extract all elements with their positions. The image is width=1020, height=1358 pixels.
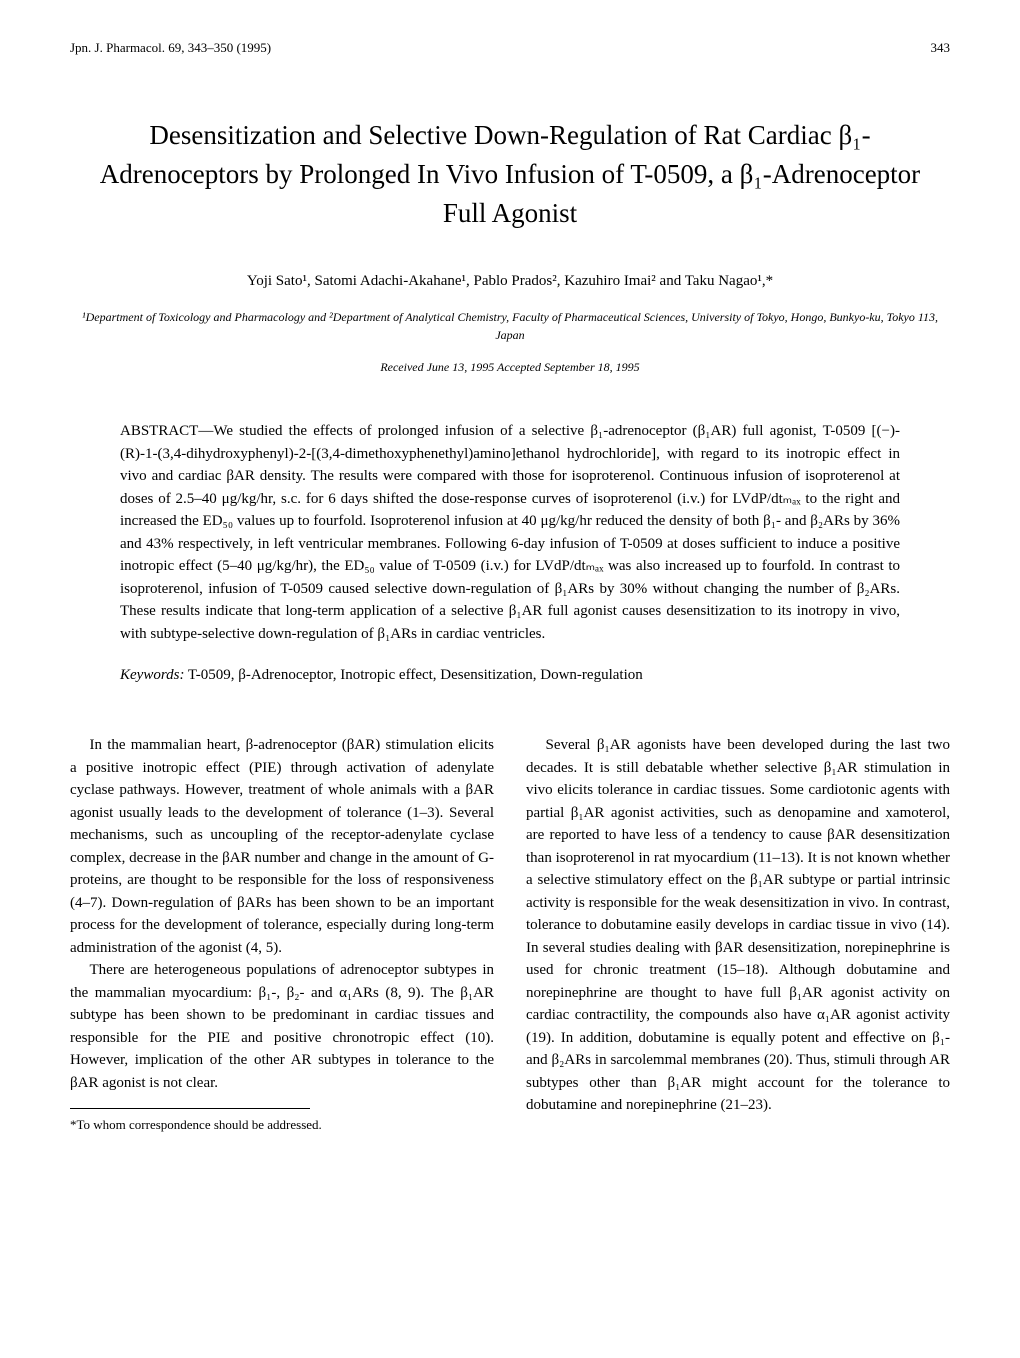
right-column: Several β₁AR agonists have been develope…	[526, 734, 950, 1135]
received-accepted-dates: Received June 13, 1995 Accepted Septembe…	[70, 360, 950, 375]
left-column: In the mammalian heart, β-adrenoceptor (…	[70, 734, 494, 1135]
keywords-text: T-0509, β-Adrenoceptor, Inotropic effect…	[184, 667, 642, 683]
body-paragraph: Several β₁AR agonists have been develope…	[526, 734, 950, 1117]
abstract-text: We studied the effects of prolonged infu…	[120, 423, 900, 642]
affiliations: ¹Department of Toxicology and Pharmacolo…	[70, 308, 950, 344]
body-paragraph: There are heterogeneous populations of a…	[70, 959, 494, 1094]
journal-info: Jpn. J. Pharmacol. 69, 343–350 (1995)	[70, 40, 271, 56]
body-paragraph: In the mammalian heart, β-adrenoceptor (…	[70, 734, 494, 959]
page-header: Jpn. J. Pharmacol. 69, 343–350 (1995) 34…	[70, 40, 950, 56]
authors-line: Yoji Sato¹, Satomi Adachi-Akahane¹, Pabl…	[70, 273, 950, 290]
abstract-label: ABSTRACT—	[120, 423, 213, 439]
body-columns: In the mammalian heart, β-adrenoceptor (…	[70, 734, 950, 1135]
keywords-label: Keywords:	[120, 667, 184, 683]
page-number: 343	[931, 40, 951, 56]
keywords-block: Keywords: T-0509, β-Adrenoceptor, Inotro…	[70, 667, 950, 684]
abstract-block: ABSTRACT—We studied the effects of prolo…	[70, 420, 950, 645]
footnote-divider	[70, 1108, 310, 1109]
correspondence-footnote: *To whom correspondence should be addres…	[70, 1115, 494, 1135]
article-title: Desensitization and Selective Down-Regul…	[70, 116, 950, 233]
